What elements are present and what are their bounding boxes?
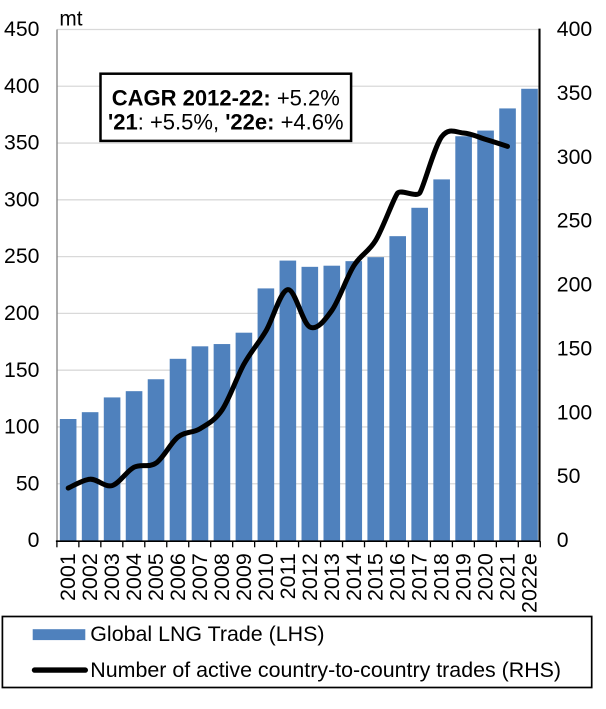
svg-text:2018: 2018 [430,553,454,601]
svg-text:250: 250 [4,245,39,268]
svg-text:300: 300 [557,146,592,169]
svg-text:0: 0 [28,529,40,552]
svg-text:Global LNG Trade (LHS): Global LNG Trade (LHS) [90,622,324,646]
svg-text:2014: 2014 [342,553,366,601]
svg-text:400: 400 [557,18,592,41]
svg-text:100: 100 [557,401,592,424]
svg-text:mt: mt [59,7,82,30]
svg-text:2015: 2015 [364,553,388,601]
svg-text:2019: 2019 [452,553,476,601]
svg-text:400: 400 [4,75,39,98]
svg-text:2005: 2005 [144,553,168,601]
svg-text:2022e: 2022e [518,553,542,613]
svg-text:2010: 2010 [254,553,278,601]
svg-text:2017: 2017 [408,553,432,601]
svg-text:2016: 2016 [386,553,410,601]
svg-text:'21: +5.5%, '22e: +4.6%: '21: +5.5%, '22e: +4.6% [108,109,344,134]
svg-text:2009: 2009 [232,553,256,601]
svg-text:2012: 2012 [298,553,322,601]
svg-text:2001: 2001 [56,553,80,601]
svg-text:250: 250 [557,210,592,233]
svg-text:2020: 2020 [474,553,498,601]
svg-text:2002: 2002 [78,553,102,601]
svg-text:2011: 2011 [276,553,300,599]
svg-text:350: 350 [4,132,39,155]
svg-text:150: 150 [557,338,592,361]
svg-text:200: 200 [557,274,592,297]
svg-text:2007: 2007 [188,553,212,601]
svg-text:50: 50 [16,472,40,495]
svg-text:2003: 2003 [100,553,124,601]
svg-text:450: 450 [4,18,39,41]
svg-text:200: 200 [4,302,39,325]
svg-text:2013: 2013 [320,553,344,601]
svg-text:2021: 2021 [496,553,520,601]
svg-text:Number of active country-to-co: Number of active country-to-country trad… [90,658,561,682]
svg-text:50: 50 [557,465,581,488]
svg-text:0: 0 [557,529,569,552]
svg-text:2008: 2008 [210,553,234,601]
svg-text:350: 350 [557,82,592,105]
svg-text:CAGR 2012-22: +5.2%: CAGR 2012-22: +5.2% [112,86,340,111]
svg-text:100: 100 [4,416,39,439]
svg-text:2006: 2006 [166,553,190,601]
svg-text:300: 300 [4,188,39,211]
svg-text:150: 150 [4,359,39,382]
svg-text:2004: 2004 [122,553,146,601]
